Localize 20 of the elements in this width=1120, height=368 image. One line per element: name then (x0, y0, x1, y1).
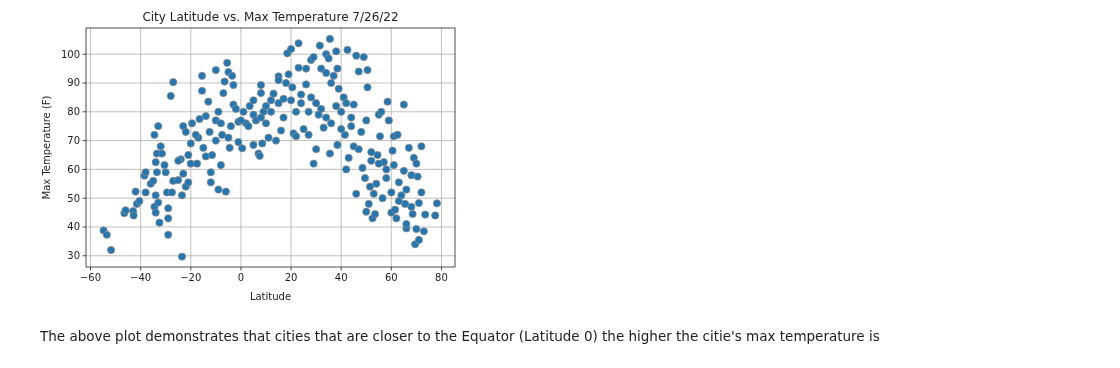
x-tick-label: 40 (334, 272, 348, 283)
y-tick-label: 50 (67, 192, 80, 204)
y-tick-label: 100 (60, 48, 80, 60)
y-tick-label: 40 (67, 221, 80, 233)
x-tick-label: −40 (130, 272, 152, 283)
x-tick-label: 0 (237, 272, 245, 283)
x-tick-label: 60 (384, 272, 398, 283)
y-tick-label: 80 (67, 106, 80, 118)
x-tick-label: −20 (180, 272, 202, 283)
y-axis-title: Max Temperature (F) (41, 95, 52, 200)
x-tick-label: −60 (79, 272, 102, 283)
y-tick-label: 70 (67, 135, 80, 147)
text: The above plot demonstrates that cities that are closer to the Equator (Latitude 0) the higher the citie's max temperature is (39, 328, 880, 344)
x-tick-label: 80 (435, 272, 448, 283)
y-tick-label: 90 (67, 77, 80, 89)
x-tick-label: 20 (284, 272, 298, 283)
x-axis-title: Latitude (249, 291, 292, 302)
chart-title: City Latitude vs. Max Temperature 7/26/22 (142, 10, 399, 24)
y-tick-label: 60 (67, 163, 80, 175)
y-tick-label: 30 (67, 250, 80, 262)
